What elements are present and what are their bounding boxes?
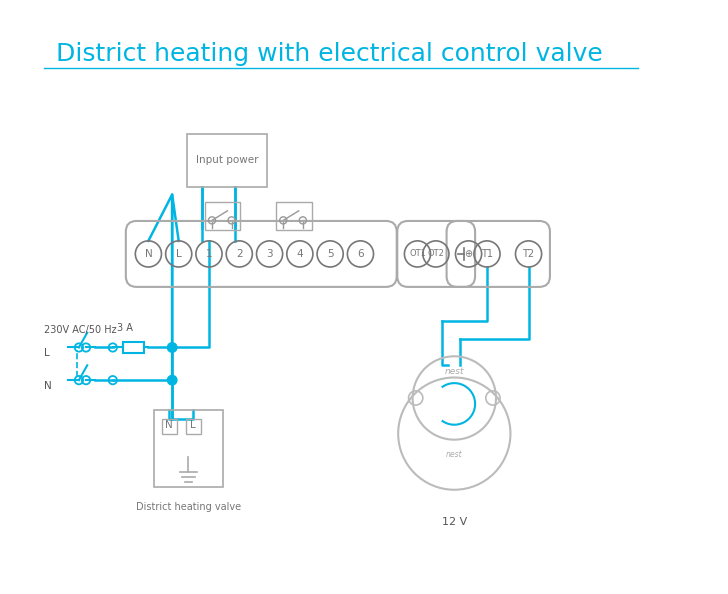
Text: ⊕: ⊕ <box>464 249 472 259</box>
Text: OT2: OT2 <box>427 249 444 258</box>
Text: 5: 5 <box>327 249 333 259</box>
Text: OT1: OT1 <box>409 249 426 258</box>
Text: 12 V: 12 V <box>442 517 467 527</box>
Text: T2: T2 <box>523 249 534 259</box>
Text: 1: 1 <box>206 249 213 259</box>
Text: 6: 6 <box>357 249 364 259</box>
Text: 3 A: 3 A <box>117 323 132 333</box>
Text: L: L <box>190 420 196 429</box>
Text: District heating valve: District heating valve <box>136 502 241 512</box>
Text: 3: 3 <box>266 249 273 259</box>
Text: District heating with electrical control valve: District heating with electrical control… <box>56 42 603 65</box>
Text: N: N <box>165 420 173 429</box>
Text: 2: 2 <box>236 249 242 259</box>
Text: L: L <box>176 249 181 259</box>
Text: Input power: Input power <box>196 156 258 165</box>
Text: L: L <box>44 349 50 358</box>
Text: N: N <box>145 249 152 259</box>
Text: N: N <box>44 381 52 391</box>
Circle shape <box>167 343 177 352</box>
Text: 4: 4 <box>296 249 303 259</box>
Text: nest: nest <box>446 450 462 459</box>
Text: 230V AC/50 Hz: 230V AC/50 Hz <box>44 325 117 334</box>
Circle shape <box>167 375 177 385</box>
Text: T1: T1 <box>481 249 493 259</box>
Text: nest: nest <box>445 366 464 376</box>
